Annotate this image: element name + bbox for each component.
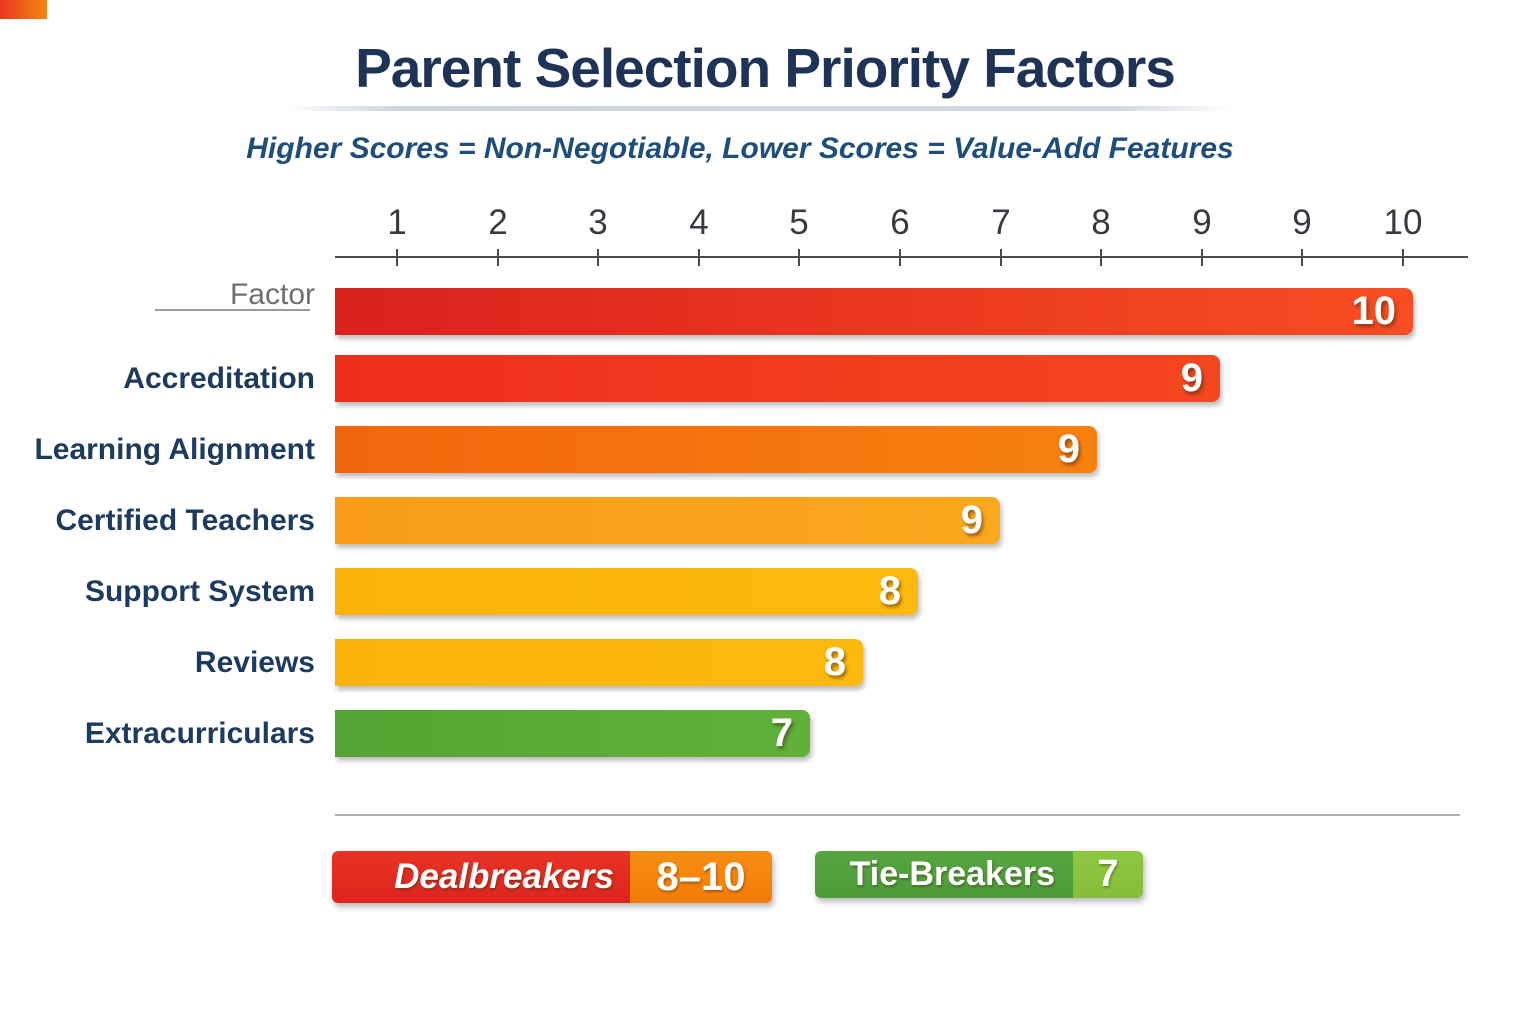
bar-certified-teachers: 9: [335, 497, 1000, 544]
chart-subtitle: Higher Scores = Non-Negotiable, Lower Sc…: [246, 132, 1234, 165]
axis-tick-label: 4: [689, 203, 709, 242]
axis-tick-label: 8: [1091, 203, 1111, 242]
category-label: Accreditation: [123, 361, 315, 395]
bar-value-label: 8: [878, 569, 901, 613]
legend-dealbreakers-range-box: 8–10: [630, 851, 772, 903]
title-divider: [285, 106, 1235, 111]
axis-tick-label: 2: [488, 203, 508, 242]
axis-tick-label: 10: [1383, 203, 1423, 242]
bar-value-label: 8: [823, 640, 846, 684]
category-label: Certified Teachers: [55, 503, 315, 537]
bar-accreditation: 9: [335, 355, 1220, 402]
bar-learning-alignment: 9: [335, 426, 1097, 473]
category-label: Reviews: [194, 645, 315, 679]
axis-tick-label: 7: [991, 203, 1011, 242]
legend-tiebreakers-range-box: 7: [1073, 851, 1143, 898]
bar-support-system: 8: [335, 568, 918, 615]
axis-tick-label: 3: [588, 203, 608, 242]
axis-tick-label: 9: [1192, 203, 1212, 242]
legend-dealbreakers-label-box: Dealbreakers: [332, 851, 630, 903]
legend-divider: [335, 814, 1460, 816]
bar-reviews: 8: [335, 639, 863, 686]
bar-extracurriculars: 7: [335, 710, 810, 757]
legend-dealbreakers-range: 8–10: [656, 854, 746, 899]
legend-tiebreakers-label-box: Tie-Breakers: [815, 851, 1073, 898]
legend-dealbreakers-label: Dealbreakers: [394, 857, 614, 896]
bar-value-label: 7: [770, 711, 793, 755]
legend-tiebreakers-range: 7: [1097, 853, 1119, 895]
bar-value-label: 9: [1180, 356, 1203, 400]
category-label: Extracurriculars: [84, 716, 315, 750]
factor-header-underline: [155, 309, 310, 311]
axis-tick-label: 6: [890, 203, 910, 242]
top-left-artifact: [0, 0, 47, 19]
axis-tick-label: 1: [387, 203, 407, 242]
bar-value-label: 9: [1057, 427, 1080, 471]
axis-line: [335, 256, 1468, 258]
category-label: Support System: [84, 574, 315, 608]
bar-value-label: 9: [960, 498, 983, 542]
bar-factor: 10: [335, 288, 1413, 335]
column-header-factor: Factor: [229, 277, 315, 311]
chart-title: Parent Selection Priority Factors: [355, 37, 1176, 99]
axis-tick-label: 9: [1292, 203, 1312, 242]
category-label: Learning Alignment: [34, 432, 315, 466]
legend-dealbreakers: Dealbreakers 8–10: [332, 851, 772, 903]
legend-tiebreakers-label: Tie-Breakers: [849, 855, 1055, 893]
axis-tick-label: 5: [789, 203, 809, 242]
legend-tiebreakers: Tie-Breakers 7: [815, 851, 1143, 898]
bar-value-label: 10: [1351, 289, 1397, 333]
